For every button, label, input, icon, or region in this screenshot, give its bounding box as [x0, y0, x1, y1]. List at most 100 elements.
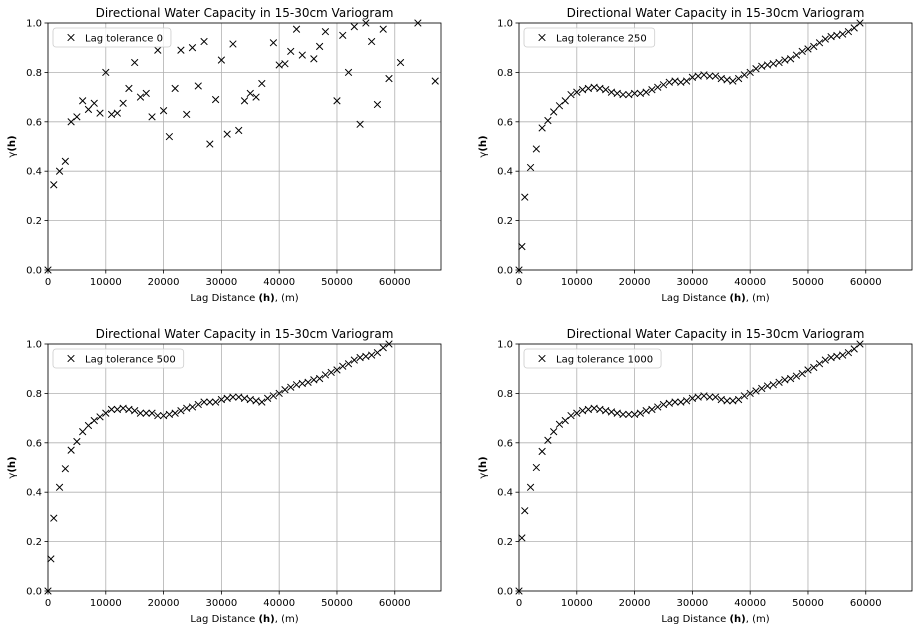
data-point — [746, 389, 754, 398]
data-point — [833, 352, 841, 361]
y-axis-label-symbol: γ — [7, 473, 18, 479]
y-tick-label: 0.2 — [26, 537, 42, 548]
data-point — [717, 395, 725, 404]
data-point — [665, 399, 673, 407]
x-tick-label: 20000 — [148, 598, 180, 609]
data-point — [252, 397, 260, 405]
data-point — [73, 437, 81, 446]
data-point — [752, 387, 760, 395]
data-point — [61, 465, 69, 473]
data-point — [84, 421, 93, 430]
data-point — [532, 463, 540, 472]
data-point — [287, 47, 295, 56]
data-point — [142, 89, 150, 98]
x-tick-label: 30000 — [205, 277, 237, 288]
legend-marker — [67, 354, 75, 363]
data-point — [642, 407, 650, 415]
data-point — [148, 113, 156, 121]
data-point — [304, 378, 312, 386]
data-point — [84, 105, 93, 114]
data-point — [136, 409, 145, 417]
data-point — [665, 78, 673, 86]
y-axis-label: γ(h) — [478, 456, 489, 478]
data-point — [315, 42, 324, 51]
y-tick-label: 0.6 — [497, 438, 513, 449]
data-point — [431, 77, 439, 85]
data-point — [362, 352, 370, 361]
data-point — [821, 356, 829, 364]
variogram-panel-3: 0 10000 20000 30000 40000 50000 60000 0.0 0.2 0.4… — [7, 327, 442, 625]
data-point — [194, 82, 202, 90]
data-point — [550, 108, 558, 116]
data-point — [758, 62, 766, 70]
data-point — [654, 403, 662, 411]
data-point — [367, 351, 376, 359]
y-tick-label: 0.8 — [497, 389, 513, 400]
data-point — [775, 58, 783, 67]
data-point — [798, 369, 806, 378]
data-point — [44, 266, 52, 274]
data-point — [544, 116, 552, 125]
data-point — [613, 89, 621, 98]
data-point — [292, 381, 301, 389]
x-tick-label: 20000 — [619, 598, 651, 609]
data-point — [550, 428, 558, 436]
x-tick-label: 30000 — [676, 598, 708, 609]
x-axis-label-text: Lag Distance — [190, 293, 258, 304]
legend-marker — [67, 33, 75, 42]
data-point — [333, 97, 341, 105]
x-tick-label: 10000 — [90, 598, 122, 609]
data-series — [515, 340, 864, 595]
data-point — [625, 90, 633, 99]
data-point — [729, 397, 737, 405]
legend-box — [52, 27, 172, 48]
data-point — [763, 382, 772, 390]
x-tick-label: 30000 — [205, 598, 237, 609]
x-tick-label: 0 — [45, 598, 51, 609]
data-point — [165, 410, 174, 419]
data-point — [596, 405, 604, 414]
axes-frame — [47, 22, 442, 271]
x-tick-label: 50000 — [792, 277, 824, 288]
data-point — [102, 68, 110, 77]
x-tick-label: 10000 — [561, 277, 593, 288]
y-axis-label: γ(h) — [7, 456, 18, 478]
legend-marker — [538, 33, 546, 42]
data-point — [177, 46, 185, 54]
y-tick-label: 0.0 — [26, 587, 42, 598]
data-point — [642, 88, 650, 96]
data-point — [356, 120, 364, 128]
data-point — [148, 409, 156, 417]
y-tick-label: 0.2 — [497, 537, 513, 548]
chart-title: Directional Water Capacity in 15-30cm Va… — [96, 6, 394, 20]
data-point — [723, 397, 731, 405]
data-point — [200, 398, 208, 406]
x-axis-label: Lag Distance (h), (m) — [661, 293, 769, 304]
data-point — [740, 71, 749, 79]
y-tick-label: 0.6 — [26, 438, 42, 449]
data-point — [131, 407, 139, 415]
x-tick-label: 60000 — [379, 277, 411, 288]
data-point — [339, 31, 347, 40]
legend-box — [52, 348, 185, 369]
data-point — [50, 181, 58, 189]
data-point — [521, 507, 529, 515]
data-point — [275, 61, 283, 69]
y-axis-label: γ(h) — [7, 135, 18, 157]
x-tick-label: 0 — [516, 277, 522, 288]
data-series — [44, 340, 393, 595]
data-point — [55, 167, 64, 175]
data-point — [183, 404, 191, 412]
data-point — [619, 90, 627, 99]
data-point — [630, 89, 639, 98]
axes-frame — [47, 343, 442, 592]
x-tick-label: 60000 — [850, 598, 882, 609]
y-tick-label: 1.0 — [26, 19, 42, 30]
data-point — [769, 381, 777, 389]
data-point — [177, 407, 185, 415]
y-tick-label: 0.2 — [497, 216, 513, 227]
data-point — [607, 88, 616, 96]
data-point — [567, 90, 575, 99]
x-axis-label-text: Lag Distance — [661, 614, 729, 625]
